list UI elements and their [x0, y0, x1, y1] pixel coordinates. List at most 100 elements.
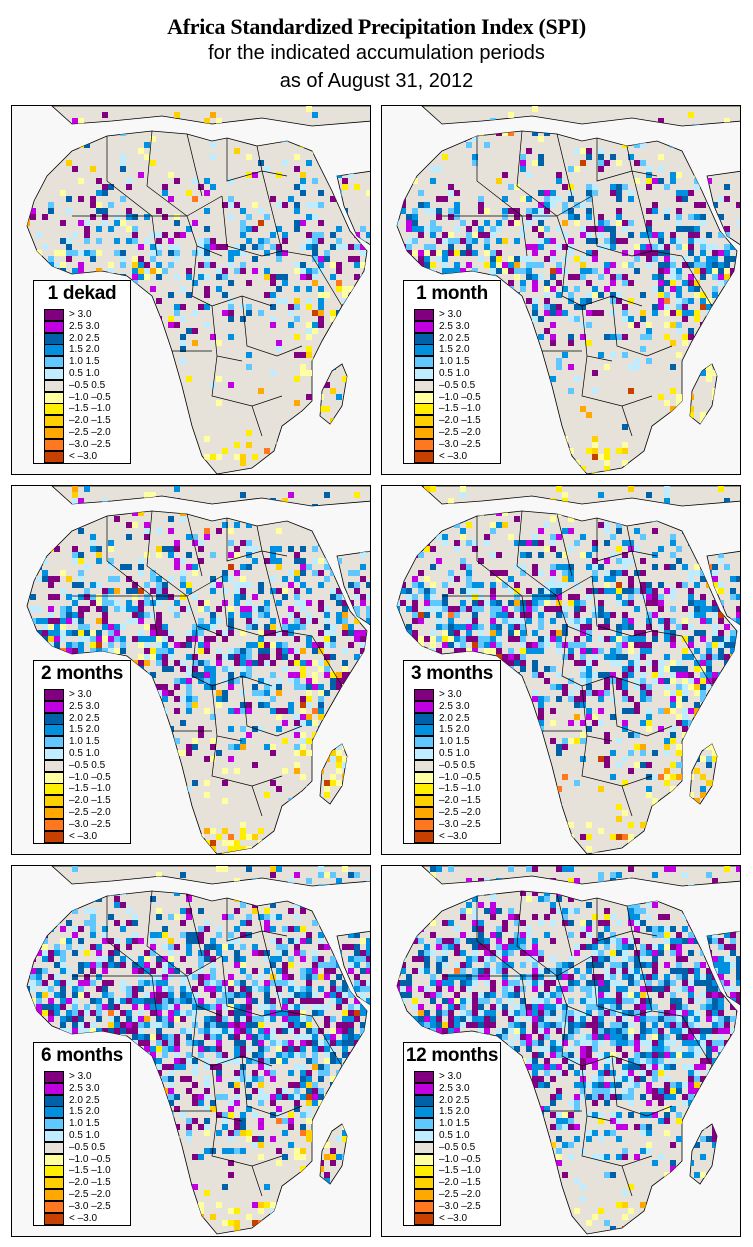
spi-cell — [652, 310, 658, 316]
spi-cell — [318, 708, 324, 714]
spi-cell — [192, 504, 198, 510]
spi-cell — [598, 564, 604, 570]
spi-cell — [198, 184, 204, 190]
spi-cell — [168, 460, 174, 466]
spi-cell — [472, 612, 478, 618]
spi-cell — [222, 944, 228, 950]
spi-cell — [574, 376, 580, 382]
spi-cell — [550, 540, 556, 546]
spi-cell — [84, 908, 90, 914]
spi-cell — [180, 570, 186, 576]
spi-cell — [138, 696, 144, 702]
spi-cell — [382, 498, 388, 504]
spi-cell — [646, 642, 652, 648]
spi-cell — [670, 466, 676, 472]
spi-cell — [312, 834, 318, 840]
spi-cell — [502, 286, 508, 292]
spi-cell — [688, 274, 694, 280]
spi-cell — [676, 394, 682, 400]
spi-cell — [138, 962, 144, 968]
spi-cell — [12, 540, 18, 546]
spi-cell — [382, 606, 388, 612]
spi-cell — [240, 262, 246, 268]
spi-cell — [556, 226, 562, 232]
spi-cell — [406, 642, 412, 648]
spi-cell — [180, 286, 186, 292]
spi-cell — [676, 226, 682, 232]
spi-cell — [330, 756, 336, 762]
spi-cell — [508, 534, 514, 540]
spi-cell — [682, 726, 688, 732]
spi-cell — [150, 726, 156, 732]
spi-cell — [18, 202, 24, 208]
spi-cell — [60, 902, 66, 908]
spi-cell — [706, 154, 712, 160]
spi-cell — [454, 636, 460, 642]
spi-cell — [144, 612, 150, 618]
spi-cell — [216, 696, 222, 702]
spi-cell — [466, 522, 472, 528]
spi-cell — [736, 594, 740, 600]
spi-cell — [658, 606, 664, 612]
spi-cell — [652, 678, 658, 684]
spi-cell — [198, 834, 204, 840]
spi-cell — [688, 600, 694, 606]
legend-label: 1.0 1.5 — [69, 356, 100, 368]
spi-cell — [397, 292, 400, 298]
spi-cell — [700, 522, 706, 528]
spi-cell — [360, 166, 366, 172]
spi-cell — [736, 666, 740, 672]
spi-cell — [324, 926, 330, 932]
spi-cell — [240, 944, 246, 950]
spi-cell — [628, 540, 634, 546]
spi-cell — [288, 846, 294, 852]
spi-cell — [318, 768, 324, 774]
spi-cell — [42, 648, 48, 654]
spi-cell — [312, 328, 318, 334]
legend-label: 2.5 3.0 — [439, 700, 470, 712]
spi-cell — [538, 376, 544, 382]
legend-swatch — [414, 700, 434, 713]
spi-cell — [294, 202, 300, 208]
spi-cell — [246, 430, 252, 436]
spi-cell — [400, 630, 406, 636]
country-border — [186, 513, 203, 577]
spi-cell — [258, 220, 264, 226]
spi-cell — [658, 678, 664, 684]
spi-cell — [556, 636, 562, 642]
spi-cell — [556, 472, 562, 474]
spi-cell — [234, 878, 240, 884]
spi-cell — [108, 938, 114, 944]
spi-cell — [694, 214, 700, 220]
spi-cell — [18, 732, 24, 738]
spi-cell — [318, 974, 324, 980]
spi-cell — [312, 280, 318, 286]
spi-cell — [18, 636, 24, 642]
legend-label: –3.0 –2.5 — [69, 438, 111, 450]
spi-cell — [604, 334, 610, 340]
spi-cell — [144, 600, 150, 606]
spi-cell — [264, 214, 270, 220]
spi-cell — [102, 980, 108, 986]
spi-cell — [222, 576, 228, 582]
spi-cell — [96, 250, 102, 256]
spi-cell — [270, 454, 276, 460]
spi-cell — [72, 166, 78, 172]
spi-cell — [472, 466, 478, 472]
spi-cell — [616, 804, 622, 810]
spi-cell — [360, 720, 366, 726]
spi-cell — [538, 214, 544, 220]
spi-cell — [694, 292, 700, 298]
spi-cell — [342, 666, 348, 672]
spi-cell — [538, 594, 544, 600]
legend-label: > 3.0 — [439, 689, 462, 700]
spi-cell — [210, 968, 216, 974]
spi-cell — [544, 196, 550, 202]
spi-cell — [96, 202, 102, 208]
spi-cell — [496, 552, 502, 558]
spi-cell — [466, 582, 472, 588]
spi-cell — [586, 678, 592, 684]
spi-cell — [490, 466, 496, 472]
spi-cell — [66, 250, 72, 256]
spi-cell — [664, 280, 670, 286]
